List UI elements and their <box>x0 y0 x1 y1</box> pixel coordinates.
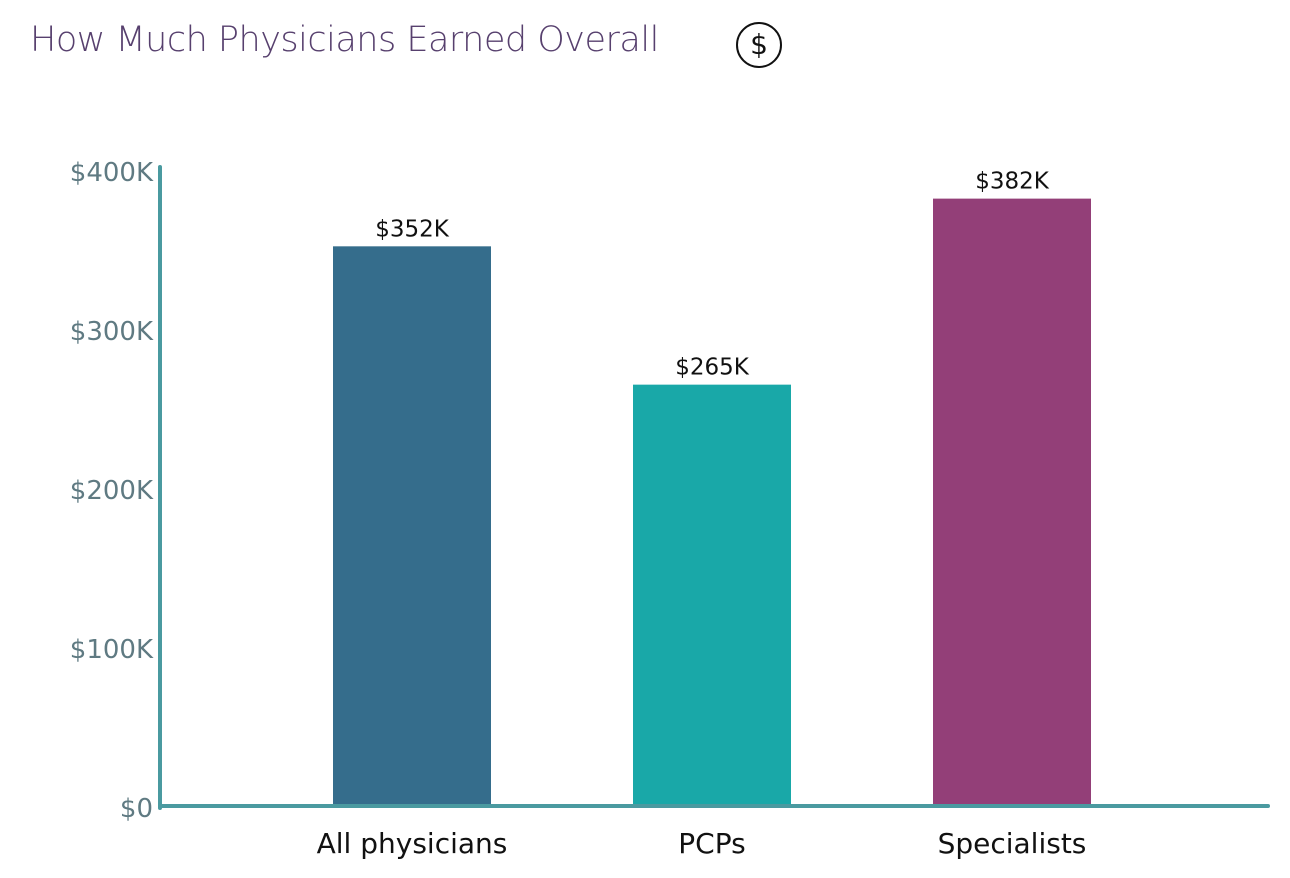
y-tick-label-0: $0 <box>120 794 153 824</box>
y-tick-label-2: $200K <box>70 476 154 506</box>
y-tick-label-3: $300K <box>70 317 154 347</box>
x-tick-label-2: Specialists <box>938 827 1087 860</box>
data-label-1: $265K <box>675 355 750 381</box>
chart-title: How Much Physicians Earned Overall <box>30 20 659 60</box>
y-tick-label-1: $100K <box>70 635 154 665</box>
x-tick-label-0: All physicians <box>317 827 508 860</box>
bar-1 <box>633 384 791 806</box>
y-tick-label-4: $400K <box>70 158 154 188</box>
data-label-0: $352K <box>375 216 450 242</box>
x-tick-label-1: PCPs <box>678 827 745 860</box>
bar-0 <box>333 246 491 806</box>
bar-2 <box>933 198 1091 806</box>
dollar-circle-icon: $ <box>736 22 782 68</box>
data-label-2: $382K <box>975 169 1050 195</box>
